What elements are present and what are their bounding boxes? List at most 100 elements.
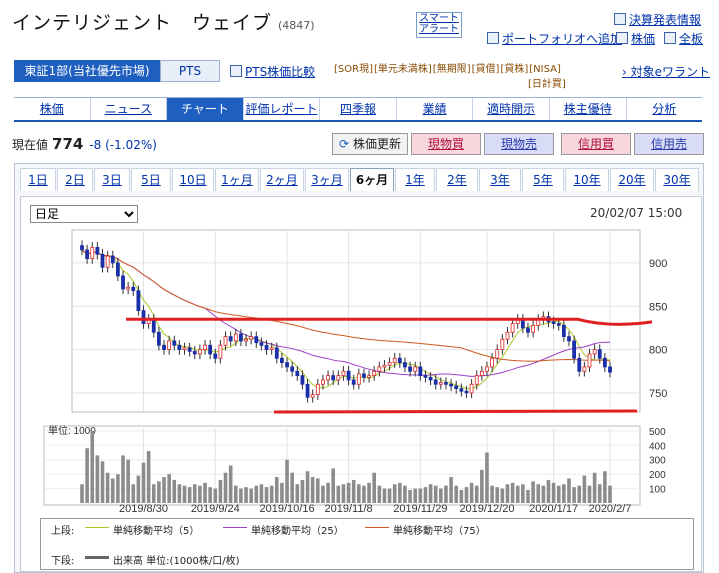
candle-body [608, 366, 612, 373]
volume-bar [100, 461, 105, 503]
volume-bar [126, 459, 130, 503]
nav-kaiji[interactable]: 適時開示 [473, 98, 550, 120]
period-tab-2[interactable]: 3日 [94, 168, 130, 191]
portfolio-link[interactable]: ポートフォリオへ追加 [487, 30, 622, 47]
candle-body [418, 366, 423, 376]
volume-bar [341, 484, 346, 503]
chart-type-select[interactable]: 日足 [30, 205, 138, 223]
legend-volume: 出来高 単位:(1000株/口/枚) [113, 556, 240, 567]
volume-bar [572, 487, 576, 503]
period-tab-9[interactable]: 1年 [395, 168, 435, 191]
pts-button[interactable]: PTS [160, 60, 220, 82]
volume-bar [218, 479, 223, 503]
candle-body [85, 249, 90, 260]
volume-bar [423, 487, 428, 503]
period-tab-14[interactable]: 20年 [610, 168, 654, 191]
zenban-link[interactable]: 全板 [664, 30, 703, 47]
volume-bar [213, 488, 218, 503]
volume-bar [592, 472, 597, 503]
nav-kabuka[interactable]: 株価 [14, 98, 91, 120]
x-tick-label: 2020/2/7 [589, 503, 632, 515]
candle-body [305, 383, 310, 398]
volume-bar [597, 484, 602, 503]
board-icon [616, 32, 628, 44]
candle-body [510, 323, 515, 333]
market-primary-button[interactable]: 東証1部(当社優先市場) [14, 60, 160, 82]
refresh-button[interactable]: ⟳ 株価更新 [332, 133, 408, 155]
shinyo-sell-button[interactable]: 信用売 [634, 133, 704, 155]
volume-bar [536, 484, 541, 503]
warrant-link[interactable]: › 対象eワラント [622, 65, 711, 79]
volume-tick-label: 200 [649, 470, 666, 481]
shinyo-buy-button[interactable]: 信用買 [561, 133, 631, 155]
candle-body [182, 347, 187, 351]
candle-body [105, 255, 110, 268]
volume-bar [362, 485, 366, 503]
volume-bar [515, 485, 520, 503]
volume-bar [316, 478, 320, 503]
legend-ma75-swatch [365, 527, 389, 528]
candle-body [218, 344, 223, 359]
volume-bar [526, 490, 530, 503]
volume-bar [413, 488, 418, 503]
pts-compare-link[interactable]: PTS株価比較 [230, 63, 315, 80]
candle-body [162, 344, 166, 350]
volume-bar [577, 485, 582, 503]
candle-body [449, 383, 453, 387]
volume-bar [162, 477, 166, 503]
period-tab-10[interactable]: 2年 [436, 168, 478, 191]
volume-bar [280, 482, 284, 503]
volume-bar [331, 468, 335, 503]
volume-bar [541, 485, 546, 503]
candle-body [336, 375, 341, 381]
volume-bar [105, 472, 110, 503]
volume-bar [285, 459, 289, 503]
period-tab-1[interactable]: 2日 [57, 168, 93, 191]
genbutsu-sell-button[interactable]: 現物売 [484, 133, 554, 155]
period-tab-4[interactable]: 10日 [172, 168, 214, 191]
volume-bar [90, 430, 95, 503]
nav-news[interactable]: ニュース [91, 98, 168, 120]
volume-bar [551, 482, 556, 503]
candle-body [346, 370, 351, 381]
period-tab-5[interactable]: 1ヶ月 [215, 168, 259, 191]
candle-body [474, 375, 479, 385]
volume-bar [418, 488, 423, 503]
kessan-link[interactable]: 決算発表情報 [614, 11, 701, 28]
period-tab-11[interactable]: 3年 [479, 168, 521, 191]
price-row: 現在値 774 -8 (-1.02%) [12, 135, 157, 153]
nav-chart[interactable]: チャート [167, 98, 244, 120]
volume-tick-label: 100 [649, 485, 666, 496]
volume-bar [223, 472, 228, 503]
candle-body [428, 376, 433, 381]
calendar-icon [614, 13, 626, 25]
period-tab-13[interactable]: 10年 [565, 168, 609, 191]
price-label: 現在値 [12, 138, 49, 152]
period-tab-6[interactable]: 2ヶ月 [260, 168, 304, 191]
period-tab-12[interactable]: 5年 [522, 168, 564, 191]
period-tab-3[interactable]: 5日 [131, 168, 171, 191]
genbutsu-buy-button[interactable]: 現物買 [411, 133, 481, 155]
nav-gyoseki[interactable]: 業績 [397, 98, 474, 120]
volume-bar [490, 485, 494, 503]
candle-body [90, 246, 95, 259]
current-price: 774 [52, 135, 84, 153]
candle-body [387, 362, 392, 366]
period-tab-7[interactable]: 3ヶ月 [305, 168, 349, 191]
candle-body [192, 350, 197, 355]
period-tab-15[interactable]: 30年 [655, 168, 699, 191]
volume-bar [249, 488, 253, 503]
nav-report[interactable]: 評価レポート [244, 98, 321, 120]
smart-alert-button[interactable]: スマート アラート [416, 12, 462, 38]
volume-bar [357, 484, 361, 503]
candle-body [582, 366, 587, 372]
period-tab-8[interactable]: 6ヶ月 [350, 168, 394, 191]
nav-bunseki[interactable]: 分析 [652, 102, 677, 116]
period-tab-0[interactable]: 1日 [20, 168, 56, 191]
nav-yutai[interactable]: 株主優待 [550, 98, 627, 120]
nav-shikiho[interactable]: 四季報 [320, 98, 397, 120]
volume-bar [116, 474, 120, 503]
volume-bar [556, 485, 561, 503]
badge-nikkei: [日計買] [528, 79, 566, 90]
kabuka-link[interactable]: 株価 [616, 30, 655, 47]
